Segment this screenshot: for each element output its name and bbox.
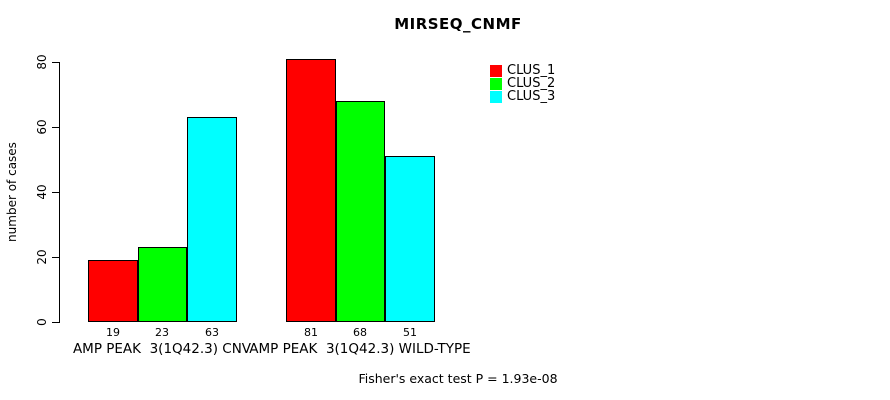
annotation-text: Fisher's exact test P = 1.93e-08 (358, 371, 558, 386)
y-tick-mark (52, 127, 59, 128)
x-category-label: AMP PEAK 3(1Q42.3) CNV (72, 341, 252, 357)
bar-value-label: 81 (304, 326, 318, 339)
y-tick-label: 80 (35, 54, 49, 70)
bar-value-label: 23 (155, 326, 169, 339)
y-axis-label: number of cases (5, 142, 19, 242)
y-tick-label: 20 (35, 249, 49, 265)
y-tick-label: 60 (35, 119, 49, 135)
y-tick-label: 0 (35, 318, 49, 326)
bar-clus_3-group2 (385, 156, 435, 322)
legend-item-clus_2: CLUS_2 (490, 77, 555, 90)
legend-item-clus_1: CLUS_1 (490, 64, 555, 77)
bar-clus_3-group1 (187, 117, 237, 322)
y-tick-mark (52, 322, 59, 323)
x-category-label: AMP PEAK 3(1Q42.3) WILD-TYPE (249, 341, 471, 357)
legend-color-swatch (490, 64, 502, 77)
legend-item-label: CLUS_1 (507, 63, 556, 78)
bar-value-label: 51 (403, 326, 417, 339)
legend-color-swatch (490, 77, 502, 90)
y-tick-mark (52, 257, 59, 258)
y-tick-label: 40 (35, 184, 49, 200)
legend-item-label: CLUS_3 (507, 89, 556, 104)
bar-clus_1-group1 (88, 260, 138, 322)
legend: CLUS_1 CLUS_2 CLUS_3 (490, 64, 555, 103)
bar-value-label: 19 (106, 326, 120, 339)
bar-clus_2-group1 (138, 247, 187, 322)
legend-item-label: CLUS_2 (507, 76, 556, 91)
legend-item-clus_3: CLUS_3 (490, 90, 555, 103)
y-tick-mark (52, 62, 59, 63)
y-tick-mark (52, 192, 59, 193)
bar-value-label: 63 (205, 326, 219, 339)
bar-clus_2-group2 (336, 101, 385, 322)
chart-title: MIRSEQ_CNMF (394, 15, 522, 33)
bar-value-label: 68 (353, 326, 367, 339)
bar-clus_1-group2 (286, 59, 336, 322)
legend-color-swatch (490, 90, 502, 103)
y-axis-line (59, 62, 60, 323)
